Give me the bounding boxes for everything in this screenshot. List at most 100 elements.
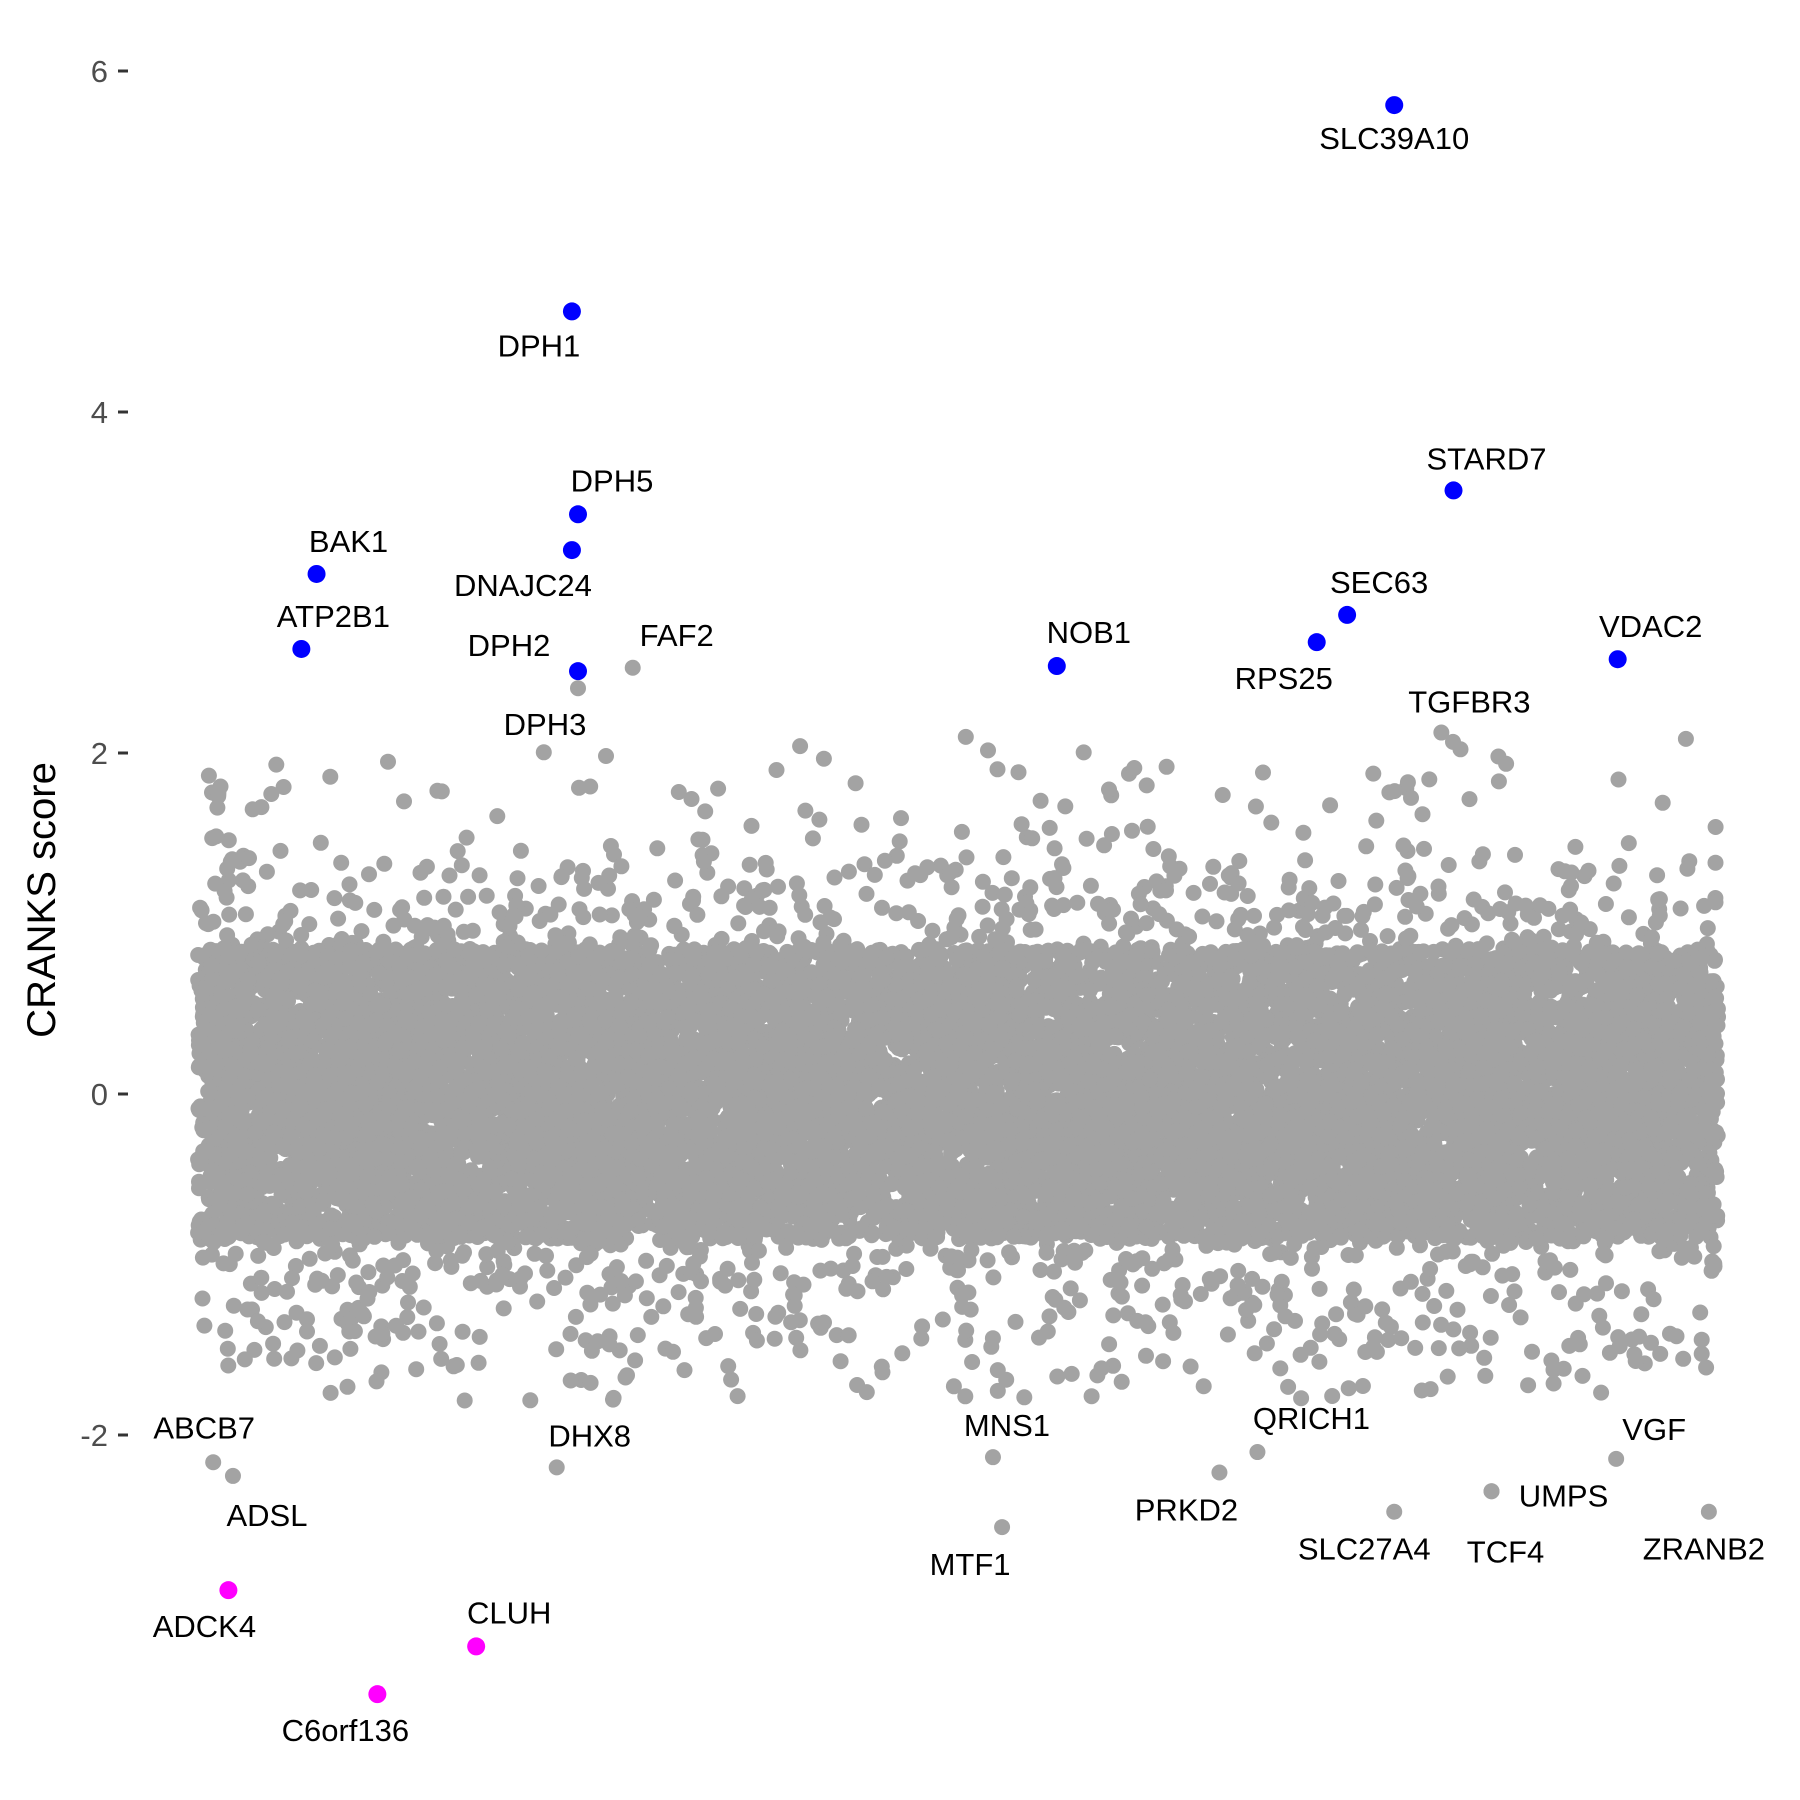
- background-point: [548, 1341, 565, 1358]
- background-point: [1247, 798, 1264, 815]
- background-point: [1414, 1285, 1431, 1302]
- background-point: [971, 928, 988, 945]
- background-point: [1699, 920, 1716, 937]
- background-point: [431, 1336, 448, 1352]
- background-point: [1062, 1280, 1079, 1297]
- background-point: [1677, 730, 1694, 747]
- background-point: [1195, 1378, 1212, 1395]
- background-point: [1280, 1378, 1297, 1395]
- background-point: [1675, 1350, 1692, 1367]
- background-point: [1138, 777, 1155, 794]
- background-point: [1377, 1314, 1394, 1331]
- background-point: [1295, 824, 1312, 841]
- background-point: [1698, 1359, 1715, 1376]
- background-point: [743, 817, 760, 834]
- background-point: [344, 1252, 361, 1269]
- background-point: [1105, 1307, 1122, 1324]
- background-point: [237, 906, 254, 923]
- background-point: [353, 923, 370, 940]
- background-point: [687, 1289, 704, 1306]
- background-point: [1139, 818, 1156, 835]
- background-point: [1421, 771, 1438, 788]
- background-point: [308, 1355, 325, 1372]
- background-point: [649, 840, 666, 857]
- background-point: [1134, 1277, 1151, 1294]
- background-point: [428, 1315, 445, 1332]
- background-point: [874, 899, 890, 916]
- background-point: [263, 786, 280, 802]
- background-point: [1330, 873, 1347, 889]
- background-point: [979, 1252, 996, 1269]
- background-point: [1620, 835, 1637, 852]
- background-point: [1379, 928, 1396, 945]
- background-point: [667, 872, 684, 889]
- background-point: [1090, 895, 1106, 912]
- background-point: [605, 1389, 622, 1406]
- background-point: [1692, 1304, 1709, 1321]
- background-point: [957, 728, 974, 745]
- background-point: [761, 899, 778, 916]
- background-point: [772, 1265, 789, 1282]
- background-point: [894, 1345, 911, 1362]
- background-point: [1707, 819, 1724, 835]
- background-point: [898, 1261, 915, 1277]
- background-point: [1016, 1389, 1033, 1406]
- background-point: [1101, 915, 1118, 932]
- background-point: [478, 887, 495, 904]
- background-point: [1422, 1261, 1439, 1277]
- background-point: [562, 1325, 579, 1342]
- background-point: [1328, 1306, 1345, 1323]
- background-point: [1041, 1308, 1058, 1325]
- background-point: [980, 742, 996, 759]
- background-point: [322, 1384, 339, 1401]
- background-point: [1230, 1262, 1247, 1279]
- background-point: [301, 916, 318, 933]
- background-point: [1367, 876, 1384, 893]
- background-point: [832, 1353, 849, 1370]
- background-point: [1101, 1336, 1118, 1353]
- background-point: [1438, 1282, 1455, 1299]
- background-points: [190, 728, 1726, 1409]
- background-point: [1574, 1367, 1591, 1384]
- background-point: [1340, 1380, 1357, 1397]
- background-point: [788, 1329, 805, 1346]
- background-point: [287, 1258, 304, 1274]
- background-point: [1262, 1246, 1279, 1263]
- background-point: [1046, 1263, 1062, 1280]
- background-point: [1155, 1353, 1172, 1370]
- background-point: [840, 1327, 857, 1344]
- background-point: [1049, 1368, 1066, 1385]
- background-point: [1506, 1283, 1523, 1300]
- background-point: [196, 1317, 213, 1334]
- background-point: [934, 1311, 951, 1328]
- background-point: [891, 833, 908, 850]
- background-point: [1129, 1312, 1146, 1329]
- background-point: [266, 1350, 283, 1367]
- background-point: [853, 816, 870, 833]
- background-point: [888, 905, 905, 922]
- background-point: [193, 902, 210, 919]
- background-point: [567, 1308, 584, 1325]
- background-point: [470, 1354, 487, 1371]
- background-point: [435, 888, 452, 905]
- background-point: [455, 923, 472, 940]
- background-point: [458, 829, 475, 846]
- background-point: [627, 1352, 644, 1369]
- background-point: [221, 906, 238, 923]
- background-point: [766, 1330, 783, 1347]
- background-point: [380, 753, 396, 770]
- background-point: [418, 858, 435, 875]
- background-point: [1182, 1358, 1199, 1375]
- background-point: [665, 1343, 681, 1360]
- background-point: [400, 1294, 416, 1311]
- background-point: [1461, 791, 1478, 808]
- background-point: [1041, 819, 1058, 836]
- background-point: [1520, 1377, 1537, 1394]
- background-point: [1386, 783, 1403, 800]
- background-point: [385, 917, 402, 934]
- background-point: [396, 793, 412, 810]
- background-point: [1293, 1390, 1310, 1407]
- background-point: [713, 888, 730, 905]
- background-point: [958, 849, 975, 866]
